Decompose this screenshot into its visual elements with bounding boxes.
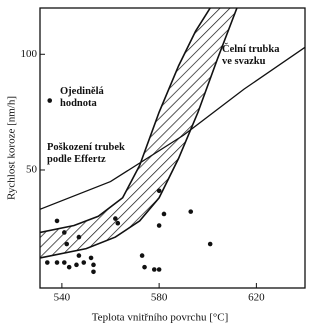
- data-point: [76, 234, 82, 240]
- annotation: Ojedinělá hodnota: [60, 86, 104, 109]
- band-upper-edge: [40, 8, 211, 234]
- plot-frame: [39, 7, 306, 289]
- data-point: [74, 262, 79, 268]
- y-axis-label: Rychlost koroze [nm/h]: [6, 96, 18, 200]
- data-point: [66, 264, 72, 270]
- data-point: [207, 241, 213, 247]
- data-point: [54, 260, 60, 265]
- data-point: [151, 267, 157, 272]
- data-point: [161, 211, 167, 217]
- annotation: Čelní trubka ve svazku: [222, 42, 280, 67]
- data-point: [44, 260, 50, 265]
- data-point: [91, 262, 96, 268]
- data-point: [47, 98, 53, 103]
- y-tick-label: 100: [21, 48, 38, 60]
- data-point: [54, 218, 60, 224]
- data-point: [64, 241, 70, 247]
- data-point: [139, 253, 145, 258]
- data-point: [62, 230, 67, 235]
- band-lower-edge: [40, 8, 238, 259]
- x-tick-label: 540: [54, 292, 71, 304]
- y-tick-label: 50: [26, 164, 38, 176]
- data-point: [91, 269, 96, 275]
- data-point: [156, 267, 162, 272]
- data-point: [142, 264, 147, 270]
- x-tick-label: 580: [151, 292, 168, 304]
- data-point: [188, 209, 194, 214]
- data-point: [62, 260, 67, 265]
- annotation: Poškození trubek podle Effertz: [47, 142, 125, 165]
- effertz-line: [40, 46, 305, 210]
- data-point: [81, 260, 87, 265]
- chart: Teplota vnitřního povrchu [°C] Rychlost …: [6, 7, 306, 324]
- x-tick-label: 620: [248, 292, 265, 304]
- data-point: [76, 253, 82, 258]
- data-point: [115, 220, 121, 226]
- data-point: [113, 216, 118, 221]
- hatched-band: [40, 8, 237, 258]
- x-axis-label: Teplota vnitřního povrchu [°C]: [92, 312, 229, 324]
- data-point: [156, 188, 162, 194]
- data-point: [156, 223, 162, 228]
- data-point: [88, 255, 94, 261]
